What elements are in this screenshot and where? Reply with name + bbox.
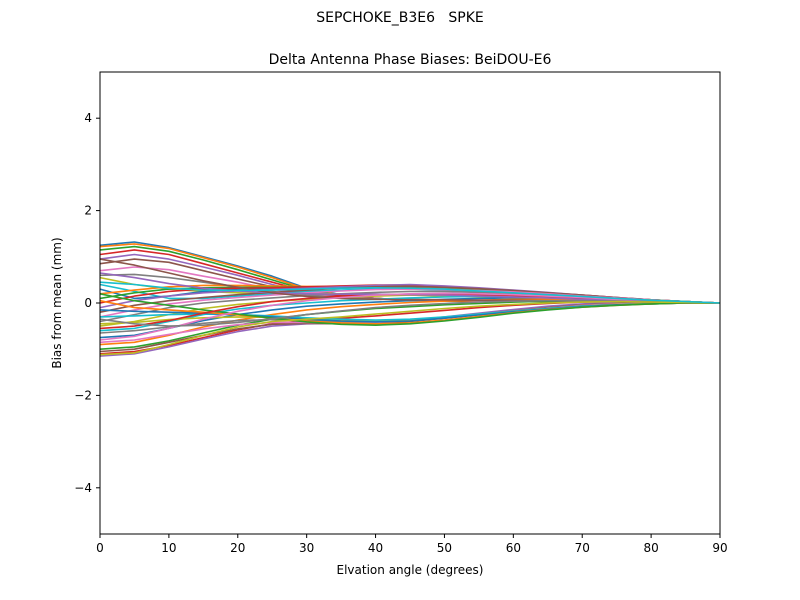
series-line-24: [99, 300, 721, 355]
y-tick-label: −4: [74, 481, 92, 495]
chart-title: Delta Antenna Phase Biases: BeiDOU-E6: [269, 52, 552, 68]
y-tick-label: 4: [84, 111, 92, 125]
x-tick-label: 30: [299, 541, 314, 555]
x-axis-label: Elvation angle (degrees): [337, 563, 484, 577]
x-tick-label: 60: [506, 541, 521, 555]
x-tick-label: 20: [230, 541, 245, 555]
series-line-40: [99, 281, 721, 304]
x-tick-label: 90: [712, 541, 727, 555]
x-tick-label: 40: [368, 541, 383, 555]
x-tick-label: 10: [161, 541, 176, 555]
series-line-39: [99, 300, 721, 356]
x-tick-label: 50: [437, 541, 452, 555]
series-line-35: [99, 272, 721, 304]
x-axis-ticks: 0 10 20 30 40 50 60 70 80 90: [96, 534, 728, 555]
figure-suptitle: SEPCHOKE_B3E6 SPKE: [316, 10, 484, 26]
series-line-37: [99, 292, 721, 341]
series-layer: [99, 241, 721, 357]
y-tick-label: 2: [84, 204, 92, 218]
y-axis-label: Bias from mean (mm): [50, 237, 64, 368]
x-tick-label: 0: [96, 541, 104, 555]
y-tick-label: 0: [84, 296, 92, 310]
x-tick-label: 80: [643, 541, 658, 555]
y-axis-ticks: −4 −2 0 2 4: [74, 111, 100, 495]
x-tick-label: 70: [575, 541, 590, 555]
series-line-33: [99, 293, 720, 327]
y-tick-label: −2: [74, 388, 92, 402]
